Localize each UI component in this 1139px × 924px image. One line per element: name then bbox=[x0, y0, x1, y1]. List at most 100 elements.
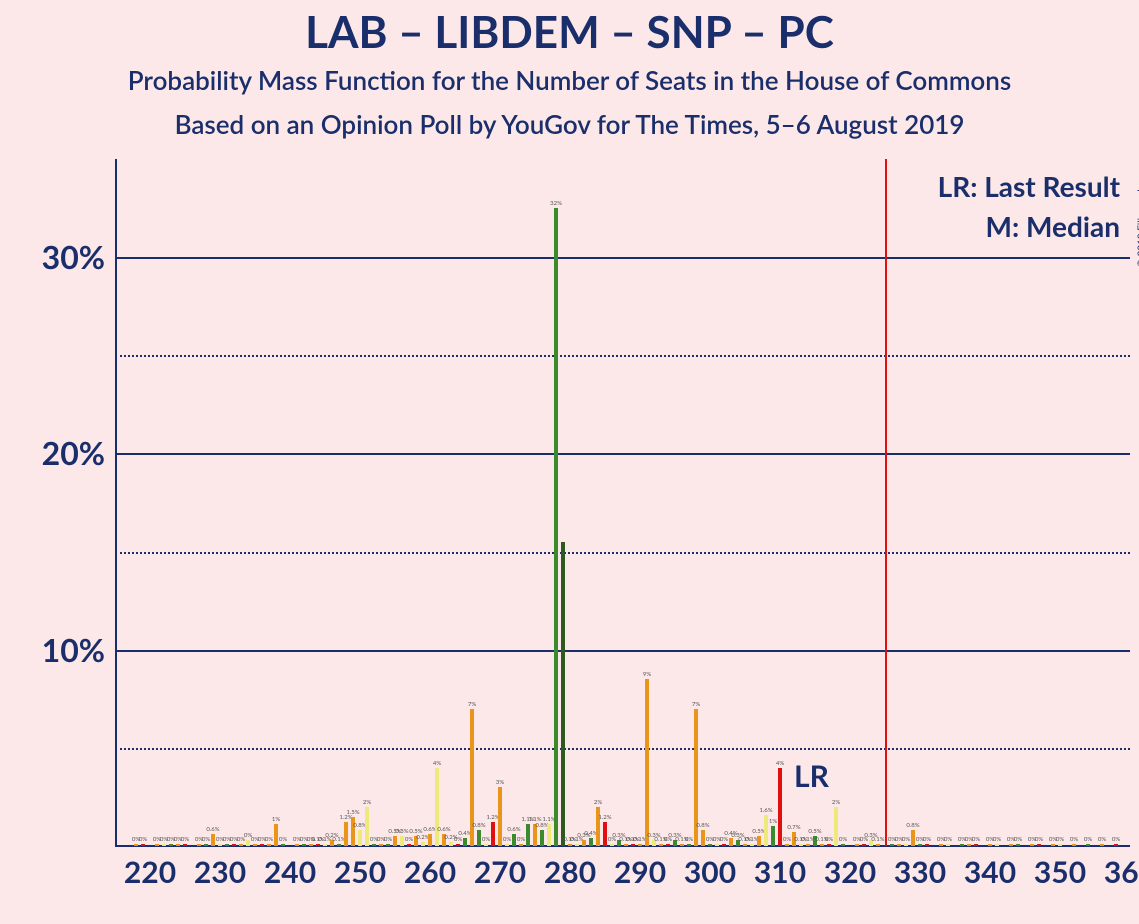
bar-label: 4% bbox=[770, 760, 790, 767]
bar bbox=[309, 844, 313, 846]
chart-title: LAB – LIBDEM – SNP – PC bbox=[0, 6, 1139, 58]
legend-last-result: LR: Last Result bbox=[938, 169, 1120, 203]
x-tick-label: 260 bbox=[395, 854, 465, 890]
x-tick-label: 340 bbox=[955, 854, 1025, 890]
bar bbox=[708, 844, 712, 846]
bar bbox=[750, 844, 754, 846]
bar bbox=[1016, 844, 1020, 846]
bar bbox=[484, 844, 488, 846]
bar-label: 0.8% bbox=[469, 822, 489, 829]
bar bbox=[855, 844, 859, 846]
bar bbox=[967, 844, 971, 846]
bar bbox=[1030, 844, 1034, 846]
gridline-major bbox=[115, 650, 1130, 652]
gridline-minor bbox=[115, 748, 1130, 750]
x-tick-label: 300 bbox=[675, 854, 745, 890]
bar bbox=[862, 844, 866, 846]
bar bbox=[995, 844, 999, 846]
bar bbox=[372, 844, 376, 846]
bar bbox=[232, 844, 236, 846]
legend-median: M: Median bbox=[986, 209, 1120, 243]
bar bbox=[386, 844, 390, 846]
bar bbox=[1009, 844, 1013, 846]
bar-label: 7% bbox=[686, 701, 706, 708]
bar bbox=[890, 844, 894, 846]
bar-label: 2% bbox=[826, 799, 846, 806]
gridline-minor bbox=[115, 552, 1130, 554]
bar bbox=[344, 822, 348, 846]
bar-label: 32% bbox=[546, 200, 566, 207]
bar-label: 0.7% bbox=[784, 824, 804, 831]
bar bbox=[456, 844, 460, 846]
bar-label: 3% bbox=[490, 779, 510, 786]
bar bbox=[393, 836, 397, 846]
bar bbox=[183, 844, 187, 846]
bar bbox=[1114, 844, 1118, 846]
bar bbox=[645, 679, 649, 846]
bar bbox=[281, 844, 285, 846]
bar bbox=[337, 844, 341, 846]
bar bbox=[225, 844, 229, 846]
bar bbox=[358, 830, 362, 846]
last-result-label: LR bbox=[794, 758, 829, 794]
bar bbox=[169, 844, 173, 846]
bar bbox=[582, 840, 586, 846]
bar bbox=[743, 844, 747, 846]
x-tick-label: 310 bbox=[745, 854, 815, 890]
bar-label: 0.8% bbox=[903, 822, 923, 829]
bar bbox=[302, 844, 306, 846]
bar bbox=[827, 844, 831, 846]
bar bbox=[379, 844, 383, 846]
bar-label: 1% bbox=[266, 816, 286, 823]
bar-label: 1.5% bbox=[343, 809, 363, 816]
bar-label: 2% bbox=[357, 799, 377, 806]
bar bbox=[666, 844, 670, 846]
bar bbox=[141, 844, 145, 846]
bar bbox=[785, 844, 789, 846]
bar bbox=[596, 807, 600, 846]
chart-subtitle-1: Probability Mass Function for the Number… bbox=[0, 64, 1139, 96]
bar bbox=[806, 844, 810, 846]
bar bbox=[267, 844, 271, 846]
bar bbox=[1100, 844, 1104, 846]
bar bbox=[974, 844, 978, 846]
bar bbox=[876, 844, 880, 846]
bar-label: 9% bbox=[637, 671, 657, 678]
bar bbox=[729, 838, 733, 846]
bar-label: 0.6% bbox=[434, 826, 454, 833]
plot-area: 0%0%0%0%0%0%0%0%0%0.6%0%0%0%0%0%0%0%0%1%… bbox=[115, 159, 1130, 846]
x-tick-label: 230 bbox=[185, 854, 255, 890]
x-tick-label: 270 bbox=[465, 854, 535, 890]
bar bbox=[253, 844, 257, 846]
bar bbox=[757, 836, 761, 846]
x-tick-label: 250 bbox=[325, 854, 395, 890]
bar-label: 0.6% bbox=[504, 826, 524, 833]
bar bbox=[526, 824, 530, 846]
bar-label: 7% bbox=[462, 701, 482, 708]
bar bbox=[554, 208, 558, 846]
y-tick-label: 10% bbox=[25, 630, 105, 669]
chart-subtitle-2: Based on an Opinion Poll by YouGov for T… bbox=[0, 108, 1139, 140]
x-tick-label: 350 bbox=[1025, 854, 1095, 890]
copyright-text: © 2019 Filip van Laenen bbox=[1135, 160, 1139, 267]
bar bbox=[491, 822, 495, 846]
bar bbox=[260, 844, 264, 846]
bar bbox=[1037, 844, 1041, 846]
bar bbox=[316, 844, 320, 846]
bar bbox=[918, 844, 922, 846]
bar bbox=[624, 844, 628, 846]
bar bbox=[687, 844, 691, 846]
bar bbox=[351, 817, 355, 846]
bar bbox=[155, 844, 159, 846]
bar-label: 0% bbox=[1106, 836, 1126, 843]
bar-label: 0.6% bbox=[203, 826, 223, 833]
bar bbox=[218, 844, 222, 846]
bar bbox=[1086, 844, 1090, 846]
bar bbox=[407, 844, 411, 846]
bar bbox=[589, 838, 593, 846]
bar-label: 1.2% bbox=[595, 814, 615, 821]
bar bbox=[904, 844, 908, 846]
bar bbox=[435, 768, 439, 847]
bar-label: 0.8% bbox=[693, 822, 713, 829]
x-tick-label: 290 bbox=[605, 854, 675, 890]
